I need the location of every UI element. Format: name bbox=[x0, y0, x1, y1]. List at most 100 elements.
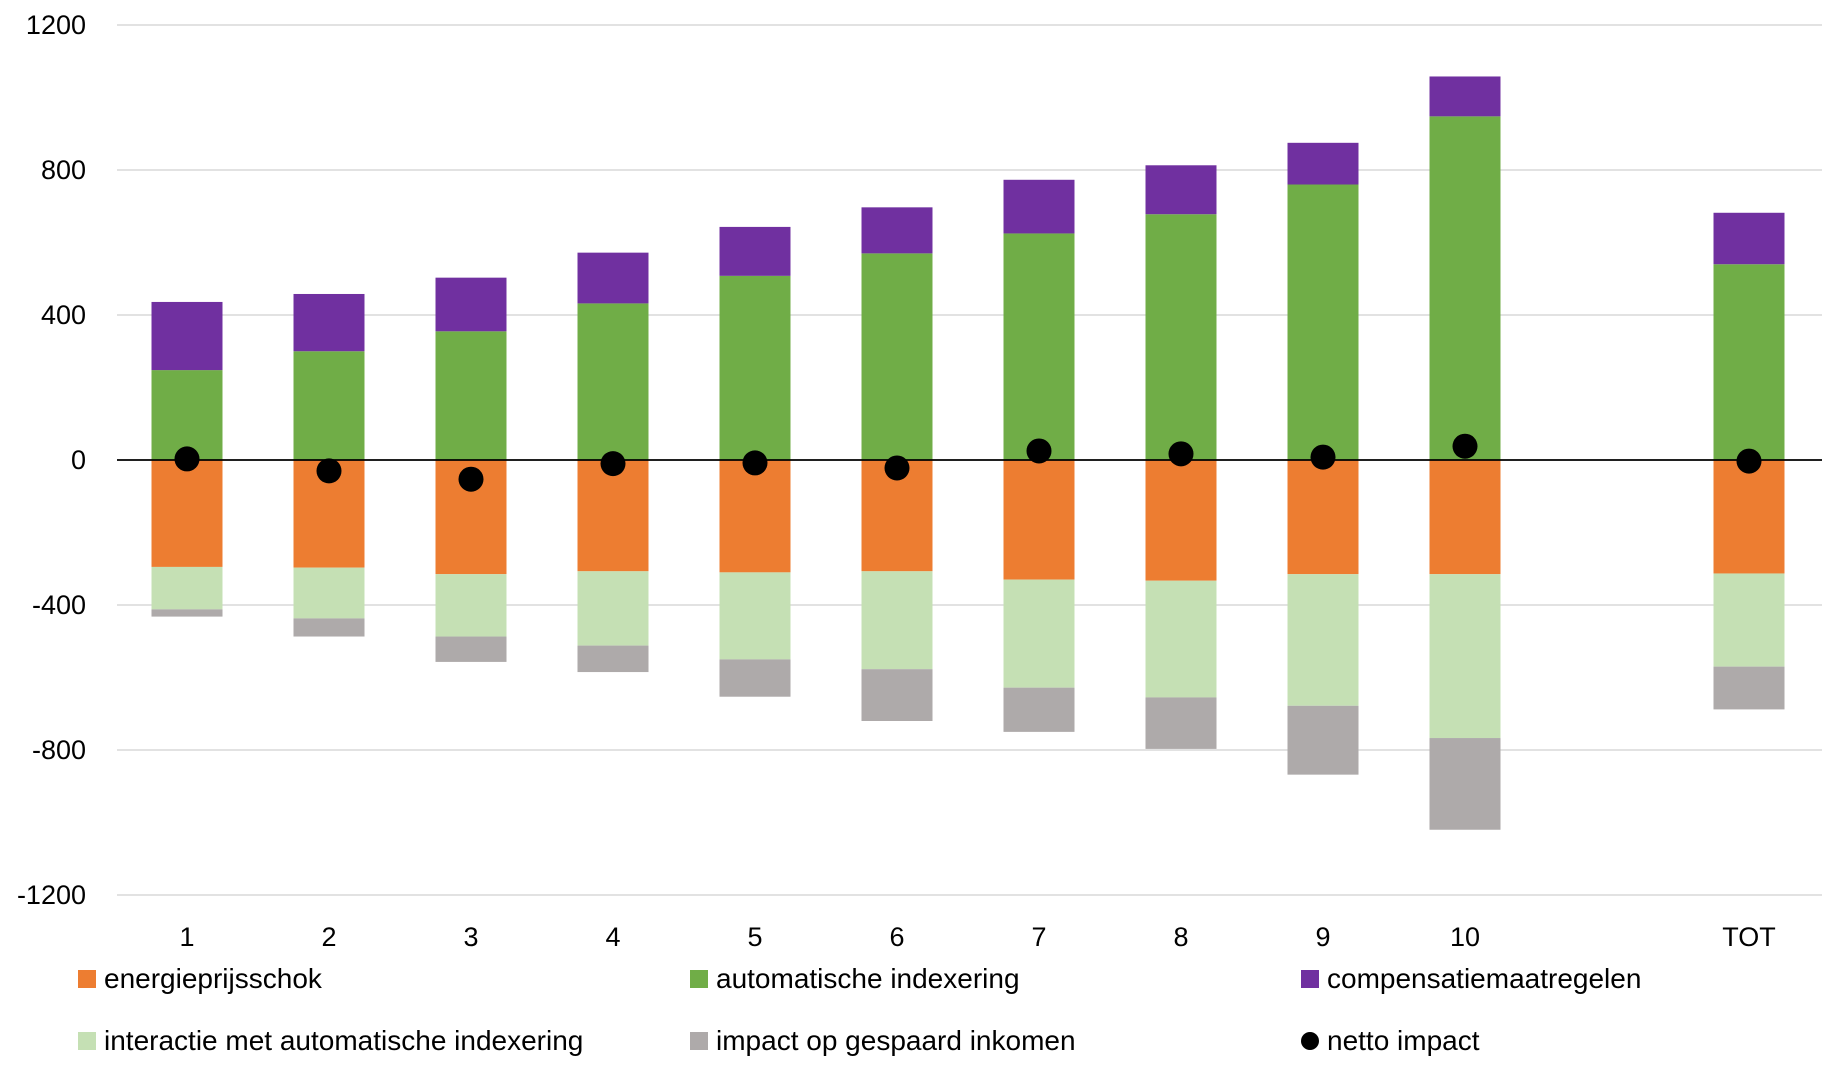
legend-marker-netto-impact bbox=[1301, 1032, 1319, 1050]
x-tick-label: 8 bbox=[1173, 922, 1188, 952]
bar-segment-energieprijsschok bbox=[1287, 460, 1359, 575]
netto-impact-point bbox=[742, 450, 768, 476]
bar-segment-interactie-met-automatische-indexering bbox=[1003, 579, 1075, 688]
y-tick-label: -1200 bbox=[17, 880, 86, 910]
bar-segment-energieprijsschok bbox=[577, 460, 649, 572]
netto-impact-point bbox=[1736, 448, 1762, 474]
bar-segment-energieprijsschok bbox=[719, 460, 791, 573]
legend-label: energieprijsschok bbox=[104, 963, 323, 994]
x-tick-label: 5 bbox=[747, 922, 762, 952]
legend-label: automatische indexering bbox=[716, 963, 1020, 994]
netto-impact-point bbox=[600, 451, 626, 477]
bar-segment-energieprijsschok bbox=[151, 460, 223, 567]
x-tick-label: 3 bbox=[463, 922, 478, 952]
x-tick-label: TOT bbox=[1722, 922, 1776, 952]
bar-segment-interactie-met-automatische-indexering bbox=[293, 567, 365, 619]
legend-label: interactie met automatische indexering bbox=[104, 1025, 583, 1056]
legend-marker-energieprijsschok bbox=[78, 970, 96, 988]
bar-segment-interactie-met-automatische-indexering bbox=[435, 574, 507, 637]
bar-segment-impact-op-gespaard-inkomen bbox=[1429, 738, 1501, 830]
bar-segment-energieprijsschok bbox=[1429, 460, 1501, 575]
x-tick-label: 4 bbox=[605, 922, 620, 952]
netto-impact-point bbox=[458, 466, 484, 492]
netto-impact-point bbox=[1026, 438, 1052, 464]
bar-segment-automatische-indexering bbox=[435, 331, 507, 460]
legend: energieprijsschok automatische indexering… bbox=[78, 963, 1641, 1056]
bar-segment-automatische-indexering bbox=[1429, 116, 1501, 460]
netto-impact-point bbox=[1310, 444, 1336, 470]
netto-impact-point bbox=[1452, 433, 1478, 459]
bar-segment-impact-op-gespaard-inkomen bbox=[1287, 705, 1359, 775]
bar-segment-energieprijsschok bbox=[1713, 460, 1785, 574]
bar-segment-energieprijsschok bbox=[1003, 460, 1075, 580]
netto-impact-point bbox=[316, 458, 342, 484]
bar-segment-automatische-indexering bbox=[719, 275, 791, 460]
x-tick-label: 1 bbox=[179, 922, 194, 952]
bar-segment-impact-op-gespaard-inkomen bbox=[861, 669, 933, 721]
bar-segment-interactie-met-automatische-indexering bbox=[1145, 580, 1217, 698]
bar-segment-compensatiemaatregelen bbox=[861, 207, 933, 254]
legend-label: netto impact bbox=[1327, 1025, 1480, 1056]
bar-segment-interactie-met-automatische-indexering bbox=[861, 571, 933, 670]
bar-segment-impact-op-gespaard-inkomen bbox=[1713, 666, 1785, 710]
bar-segment-interactie-met-automatische-indexering bbox=[151, 566, 223, 610]
legend-marker-automatische-indexering bbox=[690, 970, 708, 988]
x-axis-tick-labels: 1 2 3 4 5 6 7 8 9 10 TOT bbox=[179, 922, 1775, 952]
netto-impact-point bbox=[174, 446, 200, 472]
bar-segment-automatische-indexering bbox=[293, 351, 365, 460]
y-tick-label: 800 bbox=[41, 155, 86, 185]
bar-segment-automatische-indexering bbox=[1145, 214, 1217, 460]
bar-segment-impact-op-gespaard-inkomen bbox=[719, 659, 791, 697]
y-axis-tick-labels: 1200 800 400 0 -400 -800 -1200 bbox=[17, 10, 86, 910]
bar-segment-automatische-indexering bbox=[1713, 264, 1785, 460]
bar-segment-energieprijsschok bbox=[1145, 460, 1217, 581]
y-tick-label: 0 bbox=[71, 445, 86, 475]
bar-segment-impact-op-gespaard-inkomen bbox=[577, 645, 649, 673]
netto-impact-points bbox=[174, 433, 1762, 492]
bar-segment-impact-op-gespaard-inkomen bbox=[1145, 697, 1217, 749]
bar-segment-compensatiemaatregelen bbox=[1713, 212, 1785, 265]
bar-segment-interactie-met-automatische-indexering bbox=[719, 572, 791, 660]
bar-segment-impact-op-gespaard-inkomen bbox=[151, 609, 223, 617]
bar-segment-compensatiemaatregelen bbox=[151, 301, 223, 371]
x-tick-label: 10 bbox=[1450, 922, 1480, 952]
bar-segment-compensatiemaatregelen bbox=[1287, 142, 1359, 185]
y-tick-label: 1200 bbox=[26, 10, 86, 40]
netto-impact-point bbox=[1168, 441, 1194, 467]
bar-segment-automatische-indexering bbox=[151, 370, 223, 460]
bar-segment-impact-op-gespaard-inkomen bbox=[435, 636, 507, 662]
bar-segment-interactie-met-automatische-indexering bbox=[1287, 574, 1359, 706]
netto-impact-point bbox=[884, 455, 910, 481]
bar-segment-compensatiemaatregelen bbox=[1003, 179, 1075, 234]
bar-segment-interactie-met-automatische-indexering bbox=[1713, 573, 1785, 667]
bar-segment-interactie-met-automatische-indexering bbox=[577, 571, 649, 646]
bar-segment-compensatiemaatregelen bbox=[293, 293, 365, 352]
legend-label: compensatiemaatregelen bbox=[1327, 963, 1641, 994]
legend-marker-impact-op-gespaard-inkomen bbox=[690, 1032, 708, 1050]
y-tick-label: -400 bbox=[32, 590, 86, 620]
legend-marker-compensatiemaatregelen bbox=[1301, 970, 1319, 988]
bar-segment-impact-op-gespaard-inkomen bbox=[1003, 687, 1075, 732]
gridlines bbox=[117, 24, 1822, 896]
y-tick-label: 400 bbox=[41, 300, 86, 330]
x-tick-label: 9 bbox=[1315, 922, 1330, 952]
bar-segment-automatische-indexering bbox=[861, 253, 933, 460]
bars bbox=[151, 76, 1785, 830]
x-tick-label: 6 bbox=[889, 922, 904, 952]
bar-segment-compensatiemaatregelen bbox=[1429, 76, 1501, 117]
legend-marker-interactie-met-automatische-indexering bbox=[78, 1032, 96, 1050]
bar-segment-automatische-indexering bbox=[577, 303, 649, 460]
x-tick-label: 2 bbox=[321, 922, 336, 952]
bar-segment-compensatiemaatregelen bbox=[1145, 165, 1217, 215]
x-tick-label: 7 bbox=[1031, 922, 1046, 952]
bar-segment-compensatiemaatregelen bbox=[719, 226, 791, 276]
bar-segment-automatische-indexering bbox=[1287, 184, 1359, 460]
y-tick-label: -800 bbox=[32, 735, 86, 765]
bar-segment-interactie-met-automatische-indexering bbox=[1429, 574, 1501, 739]
legend-label: impact op gespaard inkomen bbox=[716, 1025, 1076, 1056]
bar-segment-automatische-indexering bbox=[1003, 233, 1075, 460]
bar-segment-compensatiemaatregelen bbox=[435, 277, 507, 332]
bar-segment-impact-op-gespaard-inkomen bbox=[293, 618, 365, 637]
